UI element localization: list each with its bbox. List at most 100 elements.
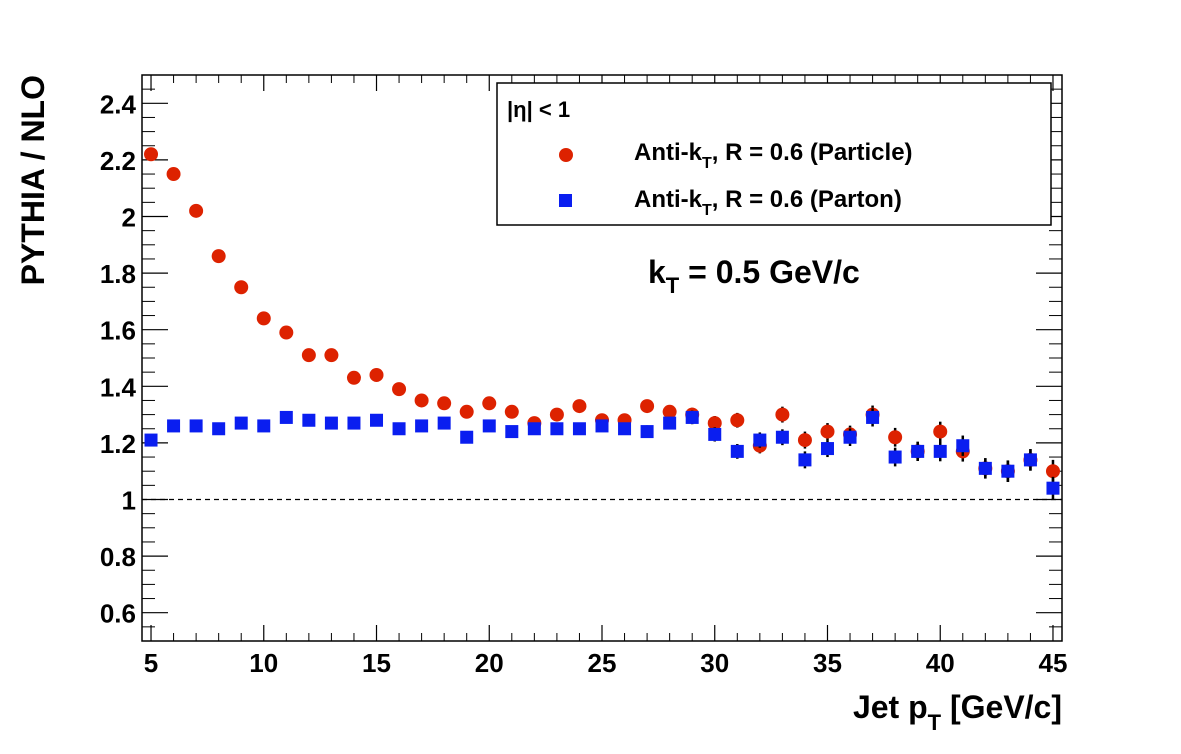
data-point-square: [1023, 453, 1037, 467]
data-point-square: [437, 416, 451, 430]
y-tick-label: 1.2: [100, 429, 136, 459]
y-tick-label: 0.6: [100, 599, 136, 629]
data-point-circle: [797, 433, 812, 448]
series-square: [144, 408, 1060, 500]
data-point-square: [347, 416, 361, 430]
data-point-square: [843, 430, 857, 444]
x-tick-label: 25: [588, 648, 617, 678]
data-point-square: [640, 425, 654, 439]
data-point-circle: [189, 203, 204, 218]
y-tick-label: 2.2: [100, 146, 136, 176]
data-point-circle: [324, 348, 339, 363]
data-point-circle: [369, 367, 384, 382]
data-point-square: [527, 422, 541, 436]
data-point-circle: [1045, 464, 1060, 479]
data-point-circle: [256, 311, 271, 326]
y-tick-label: 1: [122, 486, 136, 516]
legend-label-particle: Anti-kT, R = 0.6 (Particle): [634, 139, 913, 172]
data-point-circle: [234, 280, 249, 295]
data-point-square: [798, 453, 812, 467]
x-tick-label: 5: [144, 648, 158, 678]
data-point-square: [866, 410, 880, 424]
legend-box: [496, 82, 1052, 226]
x-axis-title: Jet pT [GeV/c]: [853, 689, 1062, 735]
legend-marker-particle: [559, 148, 573, 162]
data-point-circle: [414, 393, 429, 408]
data-point-square: [618, 422, 632, 436]
data-point-square: [572, 422, 586, 436]
data-point-circle: [707, 416, 722, 431]
data-point-square: [888, 450, 902, 464]
data-point-square: [144, 433, 158, 447]
data-point-square: [1001, 464, 1015, 478]
axis-ticks: 5 10 15 20 25 30 35 40 45 0.6 0.8 1 1.2 1.4 1.6 1.8 2 2.2…: [100, 75, 1068, 678]
data-point-square: [212, 422, 226, 436]
data-point-circle: [459, 404, 474, 419]
legend-label-parton: Anti-kT, R = 0.6 (Parton): [634, 186, 902, 219]
data-point-square: [324, 416, 338, 430]
data-point-square: [978, 461, 992, 475]
data-point-square: [911, 444, 925, 458]
y-tick-label: 2.4: [100, 89, 137, 119]
legend-marker-parton: [559, 194, 572, 207]
data-point-square: [505, 425, 519, 439]
data-point-square: [415, 419, 429, 433]
data-point-circle: [482, 396, 497, 411]
data-point-circle: [933, 424, 948, 439]
data-point-square: [753, 433, 767, 447]
data-point-square: [708, 427, 722, 441]
data-point-square: [663, 416, 677, 430]
legend-header: |η| < 1: [507, 97, 570, 122]
data-point-square: [1046, 481, 1060, 495]
data-point-square: [775, 430, 789, 444]
data-point-circle: [730, 413, 745, 428]
x-tick-label: 30: [700, 648, 729, 678]
data-point-square: [189, 419, 203, 433]
data-point-circle: [346, 370, 361, 385]
data-point-square: [460, 430, 474, 444]
series-layer: [144, 147, 1060, 500]
legend: |η| < 1 Anti-kT, R = 0.6 (Particle) Anti…: [496, 82, 1052, 226]
data-point-square: [956, 439, 970, 453]
data-point-square: [302, 413, 316, 427]
data-point-circle: [820, 424, 835, 439]
data-point-circle: [437, 396, 452, 411]
data-point-square: [550, 422, 564, 436]
data-point-circle: [549, 407, 564, 422]
y-tick-label: 1.8: [100, 259, 136, 289]
data-point-square: [257, 419, 271, 433]
data-point-square: [685, 410, 699, 424]
x-tick-label: 35: [813, 648, 842, 678]
data-point-square: [167, 419, 181, 433]
data-point-circle: [279, 325, 294, 340]
data-point-circle: [144, 147, 159, 162]
data-point-square: [370, 413, 384, 427]
data-point-circle: [775, 407, 790, 422]
y-tick-label: 1.4: [100, 372, 137, 402]
y-tick-label: 2: [122, 203, 136, 233]
data-point-circle: [166, 167, 181, 182]
data-point-circle: [572, 399, 587, 414]
data-point-square: [482, 419, 496, 433]
data-point-circle: [301, 348, 316, 363]
x-tick-label: 10: [249, 648, 278, 678]
x-tick-label: 40: [926, 648, 955, 678]
x-tick-label: 20: [475, 648, 504, 678]
data-point-square: [595, 419, 609, 433]
x-tick-label: 15: [362, 648, 391, 678]
y-tick-label: 0.8: [100, 542, 136, 572]
data-point-circle: [640, 399, 655, 414]
y-axis-title: PYTHIA / NLO: [15, 75, 51, 285]
data-point-square: [234, 416, 248, 430]
data-point-square: [392, 422, 406, 436]
data-point-circle: [504, 404, 519, 419]
data-point-circle: [662, 404, 677, 419]
data-point-circle: [211, 249, 226, 264]
kt-annotation: kT = 0.5 GeV/c: [648, 254, 860, 298]
data-point-circle: [888, 430, 903, 445]
y-tick-label: 1.6: [100, 316, 136, 346]
data-point-circle: [392, 382, 407, 397]
data-point-square: [730, 444, 744, 458]
x-tick-label: 45: [1039, 648, 1068, 678]
